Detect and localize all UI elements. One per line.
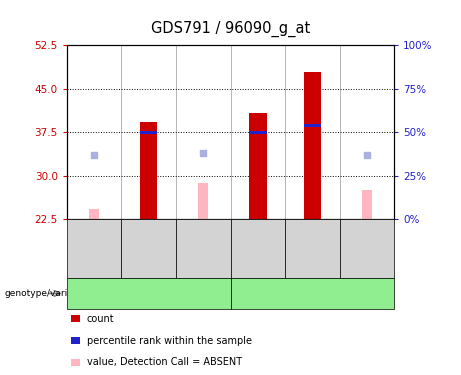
Text: count: count	[87, 314, 114, 324]
Bar	[362, 190, 372, 219]
Text: GSM16994: GSM16994	[362, 226, 372, 271]
Bar	[249, 130, 266, 134]
Bar	[140, 122, 157, 219]
Text: wild type: wild type	[128, 289, 170, 298]
Text: GSM16992: GSM16992	[253, 226, 262, 271]
Bar	[304, 124, 321, 127]
Bar	[140, 130, 157, 134]
Text: GSM16990: GSM16990	[144, 226, 153, 271]
Bar	[89, 210, 99, 219]
Text: GSM16989: GSM16989	[89, 226, 99, 271]
Text: value, Detection Call = ABSENT: value, Detection Call = ABSENT	[87, 357, 242, 367]
Bar	[304, 72, 321, 219]
Text: GDS791 / 96090_g_at: GDS791 / 96090_g_at	[151, 21, 310, 37]
Text: percentile rank within the sample: percentile rank within the sample	[87, 336, 252, 345]
Text: genotype/variation: genotype/variation	[5, 289, 91, 298]
Text: GSM16993: GSM16993	[308, 226, 317, 271]
Text: estrogen receptor beta
knockout: estrogen receptor beta knockout	[260, 284, 365, 303]
Text: GSM16991: GSM16991	[199, 226, 208, 271]
Bar	[249, 113, 266, 219]
Bar	[198, 183, 208, 219]
